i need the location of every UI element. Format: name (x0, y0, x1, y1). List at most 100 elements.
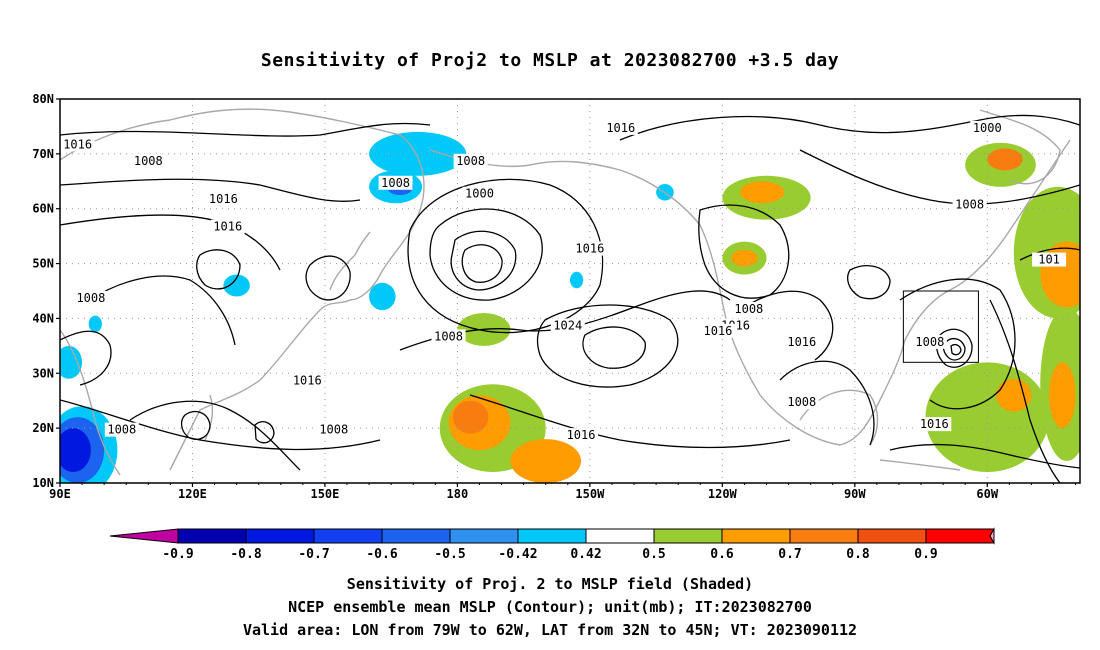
contour-line (989, 299, 1061, 483)
colorbar-triangle-left (109, 528, 179, 544)
shaded-region (570, 271, 584, 289)
colorbar-segment (789, 528, 859, 544)
contour-line (60, 178, 361, 202)
contour-label-bg (206, 192, 241, 207)
contour-label: 1008 (915, 335, 944, 349)
colorbar-segment (313, 528, 383, 544)
colorbar-segment (857, 528, 927, 544)
lon-label: 60W (976, 487, 998, 501)
contour-line (60, 214, 281, 271)
colorbar-segment (449, 528, 519, 544)
lon-label: 90E (49, 487, 71, 501)
contour-label-bg (550, 318, 585, 333)
colorbar-tick-label: 0.8 (846, 547, 870, 562)
contour-label: 1016 (787, 335, 816, 349)
contour-line (799, 149, 1080, 205)
lon-label: 180 (447, 487, 469, 501)
contour-label-bg (572, 241, 607, 256)
lat-label: 50N (32, 257, 54, 271)
contour-label: 1008 (955, 198, 984, 212)
colorbar-tick-label: -0.42 (498, 547, 537, 562)
contour-line (60, 399, 381, 451)
contour-label: 1008 (76, 291, 105, 305)
contour-line (779, 360, 875, 446)
contour-line (60, 330, 112, 386)
contour-label: 1024 (553, 318, 582, 332)
contour-label: 1016 (920, 417, 949, 431)
contour-label: 101 (1038, 253, 1060, 267)
contour-label-bg (784, 395, 819, 410)
contour-label-bg (952, 197, 987, 212)
contour-label-bg (700, 323, 735, 338)
contour-line (60, 122, 431, 137)
colorbar-segment (177, 528, 247, 544)
contour-line (847, 265, 891, 300)
colorbar-segment (585, 528, 655, 544)
shaded-region (1040, 241, 1080, 308)
coastline-alaska (429, 149, 725, 311)
shaded-region (60, 345, 83, 379)
contour-label-bg (290, 373, 325, 388)
contour-label-bg (912, 334, 947, 349)
shaded-region (1049, 362, 1076, 429)
contour-line (89, 275, 236, 346)
contour-label-bg (784, 334, 819, 349)
shaded-region (60, 428, 91, 473)
contour-label: 1008 (787, 395, 816, 409)
colorbar-tick-label: 0.9 (914, 547, 937, 562)
lat-label: 30N (32, 366, 54, 380)
contour-label-bg (60, 137, 95, 152)
contour-label: 1016 (209, 192, 238, 206)
colorbar-segment (721, 528, 791, 544)
shaded-region (369, 131, 467, 176)
map-frame (59, 98, 1081, 484)
contour-label-bg (603, 120, 638, 135)
contour-label-bg (210, 219, 245, 234)
contour-line (196, 249, 241, 290)
contour-label: 1008 (134, 154, 163, 168)
contour-label: 1016 (606, 121, 635, 135)
contour-line (469, 394, 791, 449)
shaded-region (369, 282, 396, 311)
footer-line-2: NCEP ensemble mean MSLP (Contour); unit(… (288, 598, 812, 616)
contour-label-bg (564, 428, 599, 443)
contour-label: 1008 (319, 423, 348, 437)
footer-line-3: Valid area: LON from 79W to 62W, LAT fro… (242, 621, 858, 639)
lon-label: 120W (708, 487, 738, 501)
contour-line (739, 290, 834, 361)
contour-line (305, 255, 351, 301)
lat-label: 20N (32, 421, 54, 435)
coastline-japan (329, 231, 371, 291)
colorbar-tick-label: 0.42 (570, 547, 601, 562)
contour-label: 1016 (703, 324, 732, 338)
colorbar-segment (381, 528, 451, 544)
contour-label: 1000 (465, 187, 494, 201)
contour-line (450, 230, 517, 291)
lat-label: 80N (32, 92, 54, 106)
contour-label: 1000 (973, 121, 1002, 135)
contour-line (461, 244, 503, 283)
coastline-caribbean (879, 459, 961, 471)
contour-label-bg (316, 422, 351, 437)
lat-label: 40N (32, 311, 54, 325)
shaded-region (987, 148, 1023, 171)
colorbar-tick-label: -0.6 (366, 547, 397, 562)
contour-line (942, 337, 966, 361)
contour-line (889, 443, 1080, 469)
shaded-region (740, 181, 785, 204)
coastlines (60, 108, 1071, 476)
colorbar: -0.9 -0.8 -0.7 -0.6 -0.5 -0.42 0.42 0.5 0.6 0.7 0.… (109, 527, 995, 562)
contour-label: 1016 (63, 137, 92, 151)
shaded-region (88, 315, 102, 333)
coastline-south-asia (60, 329, 121, 476)
colorbar-segment (653, 528, 723, 544)
lon-label: 120E (178, 487, 207, 501)
shaded-region (452, 400, 489, 434)
colorbar-tick-label: -0.7 (298, 547, 329, 562)
colorbar-tick-label: 0.6 (710, 547, 734, 562)
colorbar-tick-label: 0.7 (778, 547, 801, 562)
lat-label: 10N (32, 476, 54, 490)
contour-labels: 1016 1008 1008 1008 1016 1000 1000 1016 1016 1008… (60, 120, 1067, 443)
contour-line (536, 304, 679, 388)
